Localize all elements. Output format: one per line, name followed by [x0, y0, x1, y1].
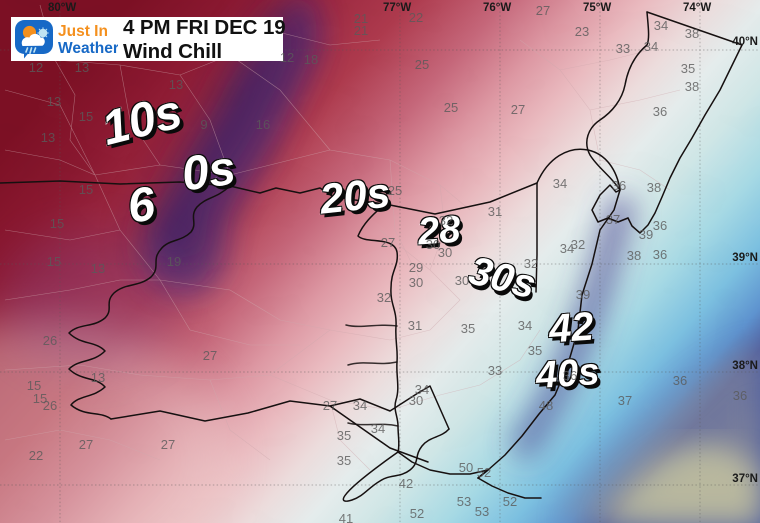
- svg-text:27: 27: [323, 398, 337, 413]
- svg-text:30: 30: [455, 273, 469, 288]
- svg-text:27: 27: [161, 437, 175, 452]
- svg-text:36: 36: [653, 218, 667, 233]
- svg-text:34: 34: [415, 382, 429, 397]
- svg-text:35: 35: [461, 321, 475, 336]
- svg-text:35: 35: [528, 343, 542, 358]
- svg-text:50: 50: [459, 460, 473, 475]
- svg-text:26: 26: [43, 398, 57, 413]
- svg-text:35: 35: [337, 428, 351, 443]
- svg-text:37: 37: [606, 212, 620, 227]
- svg-text:25: 25: [415, 57, 429, 72]
- svg-text:12: 12: [29, 60, 43, 75]
- svg-text:15: 15: [47, 254, 61, 269]
- svg-text:23: 23: [575, 24, 589, 39]
- svg-text:19: 19: [167, 254, 181, 269]
- svg-text:30: 30: [409, 275, 423, 290]
- svg-text:13: 13: [91, 261, 105, 276]
- svg-text:13: 13: [47, 94, 61, 109]
- svg-text:52: 52: [503, 494, 517, 509]
- svg-text:12: 12: [280, 50, 294, 65]
- svg-text:34: 34: [560, 241, 574, 256]
- svg-text:33: 33: [488, 363, 502, 378]
- svg-text:15: 15: [50, 216, 64, 231]
- svg-text:53: 53: [475, 504, 489, 519]
- svg-text:27: 27: [203, 348, 217, 363]
- svg-text:42: 42: [399, 476, 413, 491]
- svg-text:13: 13: [91, 370, 105, 385]
- svg-text:32: 32: [377, 290, 391, 305]
- svg-text:16: 16: [256, 117, 270, 132]
- svg-text:34: 34: [644, 39, 658, 54]
- svg-text:21: 21: [354, 23, 368, 38]
- svg-text:38: 38: [647, 180, 661, 195]
- svg-text:26: 26: [43, 333, 57, 348]
- svg-text:31: 31: [408, 318, 422, 333]
- svg-text:32: 32: [439, 213, 453, 228]
- svg-text:36: 36: [653, 104, 667, 119]
- svg-text:25: 25: [444, 100, 458, 115]
- svg-text:13: 13: [41, 130, 55, 145]
- svg-text:38: 38: [685, 79, 699, 94]
- svg-text:41: 41: [339, 511, 353, 523]
- svg-text:9: 9: [200, 117, 207, 132]
- svg-text:36: 36: [653, 247, 667, 262]
- svg-text:32: 32: [524, 256, 538, 271]
- svg-text:34: 34: [371, 421, 385, 436]
- svg-text:34: 34: [518, 318, 532, 333]
- svg-text:33: 33: [616, 41, 630, 56]
- svg-text:38: 38: [685, 26, 699, 41]
- svg-text:13: 13: [169, 77, 183, 92]
- svg-text:39: 39: [576, 287, 590, 302]
- svg-text:36: 36: [673, 373, 687, 388]
- svg-text:36: 36: [612, 178, 626, 193]
- svg-text:15: 15: [79, 182, 93, 197]
- svg-text:34: 34: [654, 18, 668, 33]
- svg-text:13: 13: [75, 60, 89, 75]
- svg-text:48: 48: [539, 398, 553, 413]
- svg-text:27: 27: [381, 235, 395, 250]
- svg-text:25: 25: [388, 183, 402, 198]
- svg-text:29: 29: [409, 260, 423, 275]
- svg-text:15: 15: [79, 109, 93, 124]
- svg-text:22: 22: [409, 10, 423, 25]
- svg-text:52: 52: [477, 465, 491, 480]
- svg-text:27: 27: [536, 3, 550, 18]
- svg-text:39: 39: [639, 227, 653, 242]
- svg-text:27: 27: [511, 102, 525, 117]
- svg-text:36: 36: [733, 388, 747, 403]
- svg-text:37: 37: [618, 393, 632, 408]
- svg-text:53: 53: [457, 494, 471, 509]
- svg-text:30: 30: [438, 245, 452, 260]
- svg-text:27: 27: [79, 437, 93, 452]
- svg-text:35: 35: [337, 453, 351, 468]
- svg-text:34: 34: [553, 176, 567, 191]
- svg-text:22: 22: [29, 448, 43, 463]
- svg-text:36: 36: [563, 368, 577, 383]
- svg-text:38: 38: [627, 248, 641, 263]
- svg-text:18: 18: [304, 52, 318, 67]
- svg-text:31: 31: [488, 204, 502, 219]
- svg-text:34: 34: [353, 398, 367, 413]
- svg-text:35: 35: [681, 61, 695, 76]
- svg-text:52: 52: [410, 506, 424, 521]
